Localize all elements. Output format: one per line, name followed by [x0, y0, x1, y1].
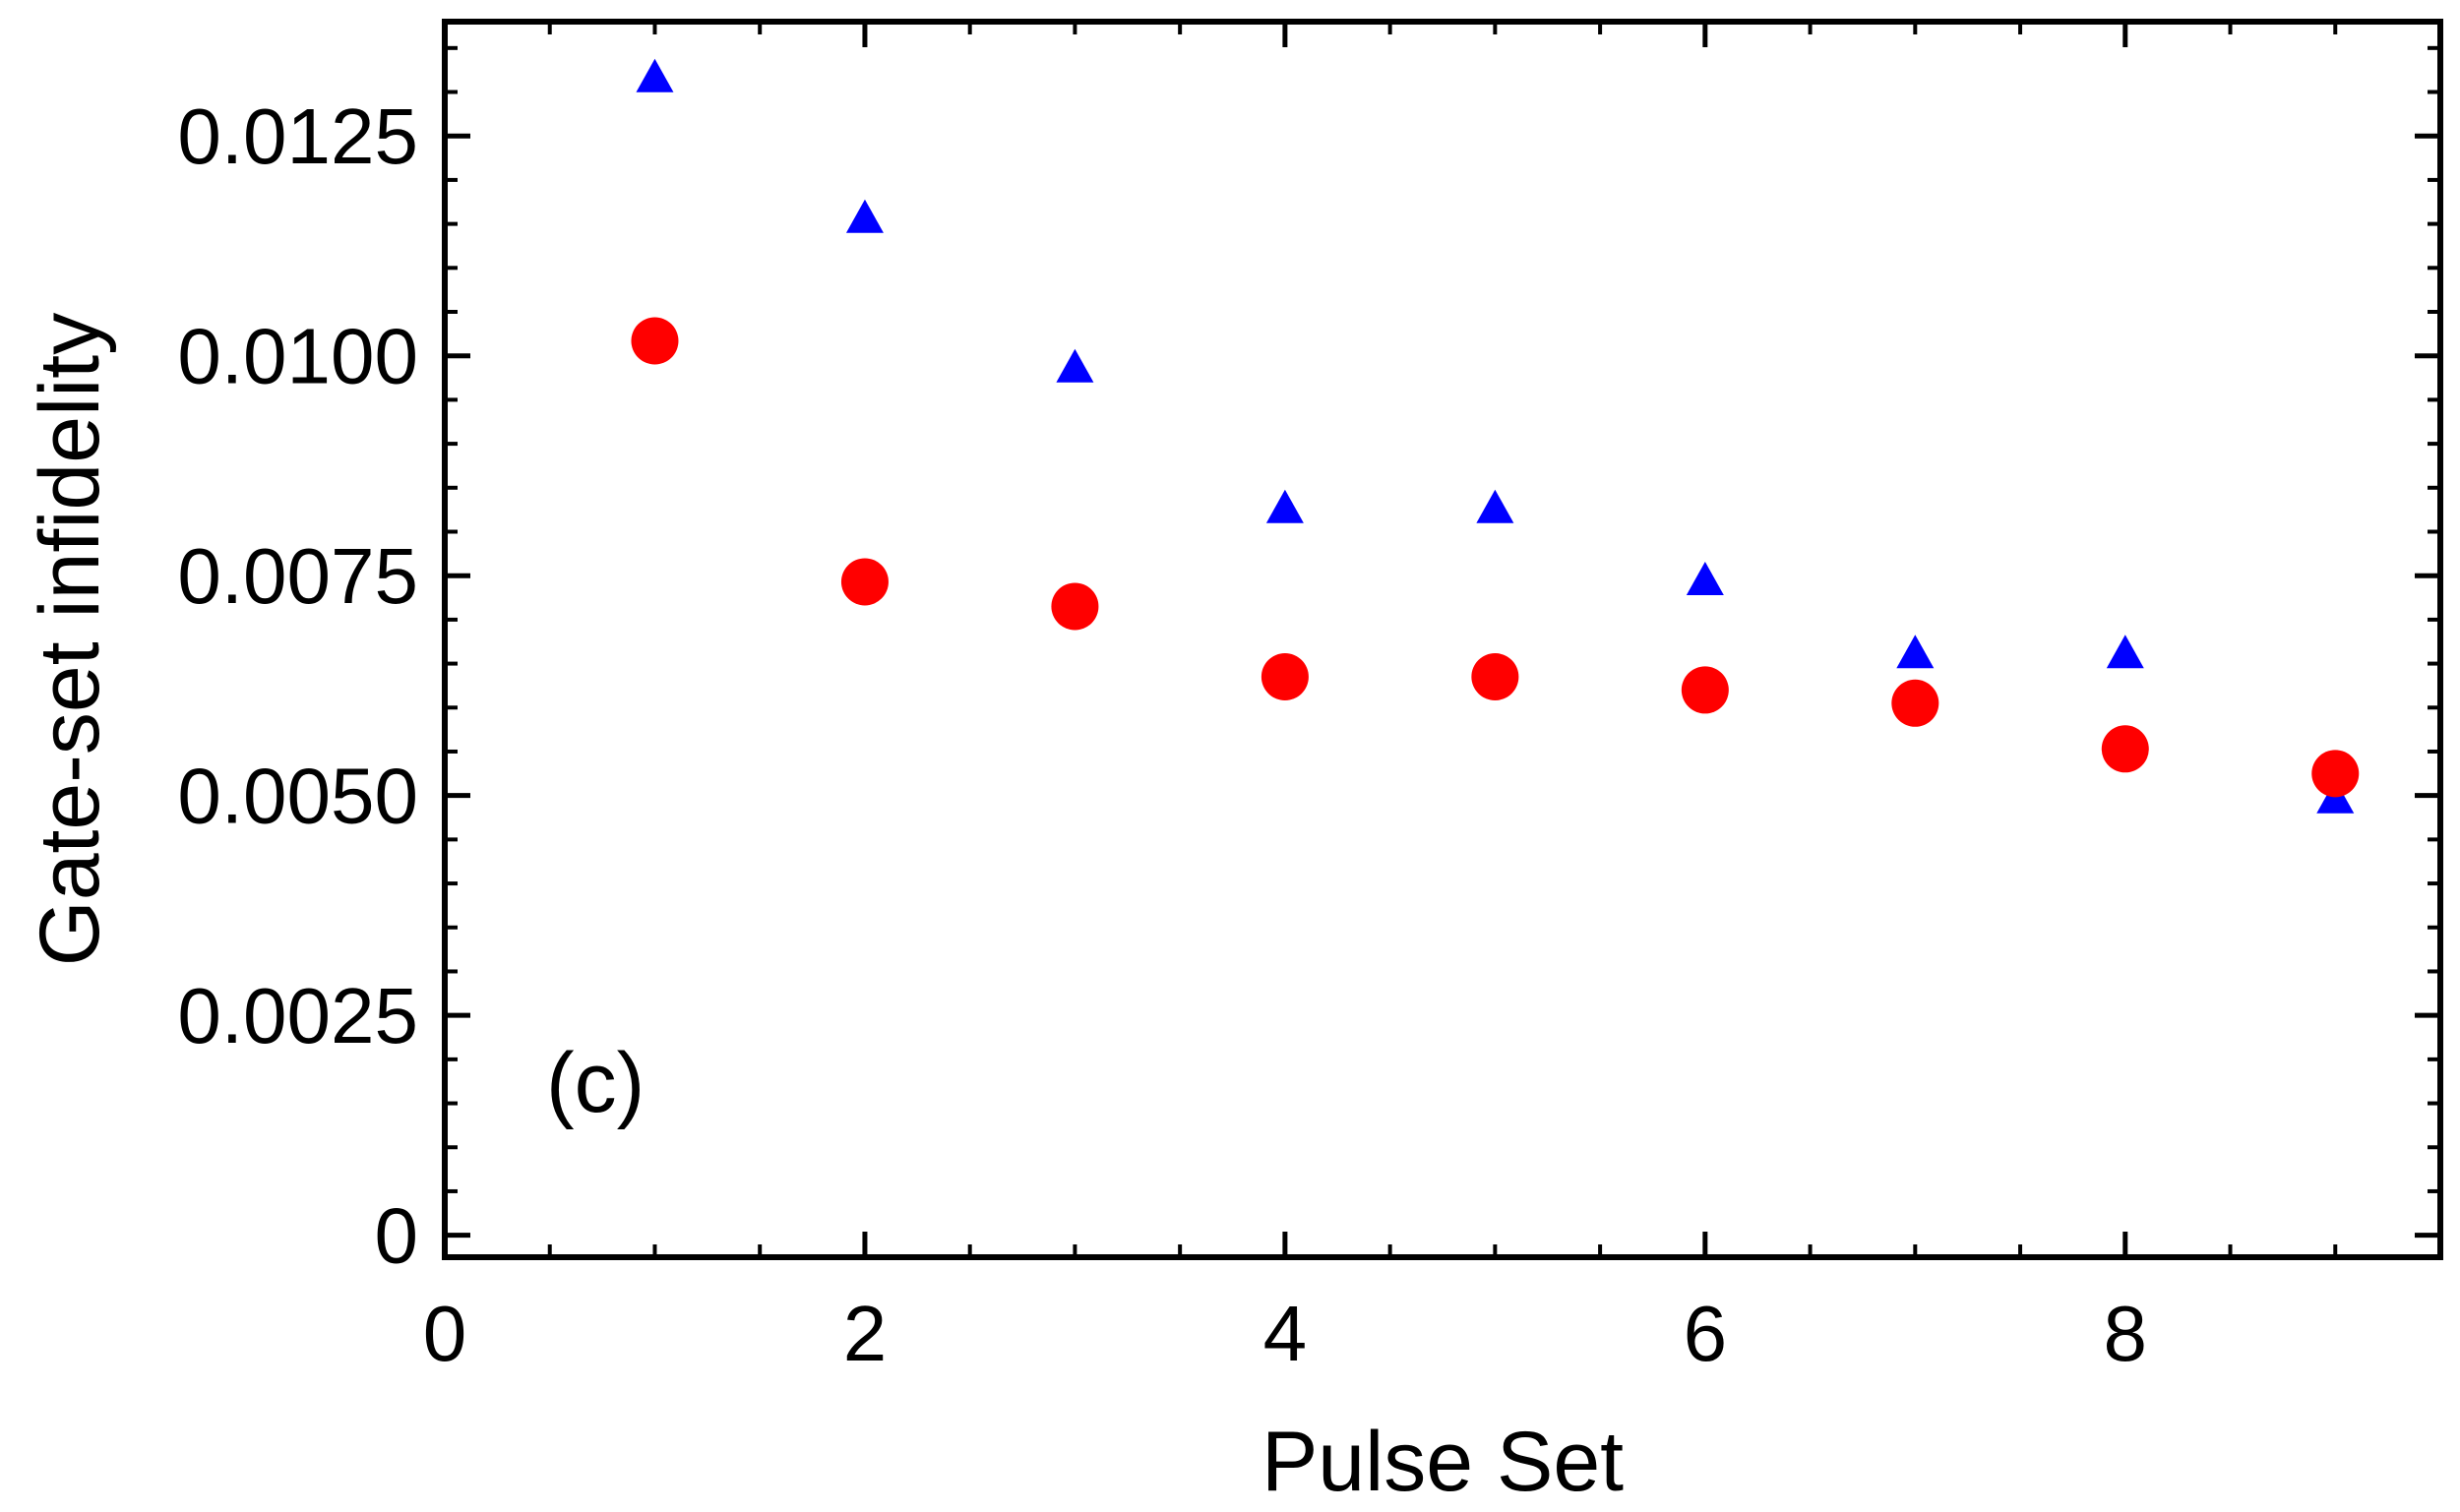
tick-labels: 0 2 4 6 8 0 0.0025 0.0050 0.0075 0.0100 0.0125 [177, 92, 2147, 1377]
y-tick-label: 0.0125 [177, 92, 418, 180]
triangle-point [1686, 562, 1724, 596]
circle-point [840, 558, 889, 606]
circle-point [1891, 679, 1939, 727]
triangle-point [1265, 489, 1304, 523]
triangle-point [1056, 348, 1094, 383]
x-tick-label: 6 [1684, 1290, 1728, 1377]
y-axis-title: Gate-set infidelity [23, 313, 117, 966]
axis-ticks [442, 22, 2442, 1257]
x-axis-title: Pulse Set [1261, 1415, 1624, 1509]
y-tick-label: 0.0025 [177, 972, 418, 1059]
triangle-point [845, 199, 884, 233]
triangle-point [2106, 635, 2144, 669]
x-tick-label: 2 [843, 1290, 888, 1377]
panel-label: (c) [546, 1036, 645, 1130]
triangle-point [636, 58, 674, 92]
circle-point [1051, 582, 1099, 631]
circle-point [1681, 666, 1729, 714]
triangle-point [1476, 489, 1514, 523]
y-tick-label: 0.0050 [177, 753, 418, 840]
circle-point [1261, 652, 1309, 700]
triangle-point [1896, 635, 1935, 669]
x-tick-label: 4 [1263, 1290, 1308, 1377]
plot-frame [442, 19, 2443, 1260]
x-tick-label: 8 [2104, 1290, 2148, 1377]
x-tick-label: 0 [423, 1290, 467, 1377]
y-tick-label: 0.0075 [177, 532, 418, 620]
circle-point [1471, 652, 1519, 700]
circle-point [631, 317, 679, 365]
y-tick-label: 0.0100 [177, 313, 418, 400]
circle-point [2311, 750, 2360, 798]
y-tick-label: 0 [375, 1192, 419, 1280]
data-points [631, 58, 2360, 814]
circle-point [2101, 725, 2149, 773]
